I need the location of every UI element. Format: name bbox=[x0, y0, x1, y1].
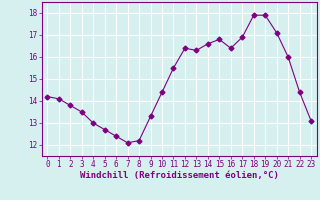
X-axis label: Windchill (Refroidissement éolien,°C): Windchill (Refroidissement éolien,°C) bbox=[80, 171, 279, 180]
